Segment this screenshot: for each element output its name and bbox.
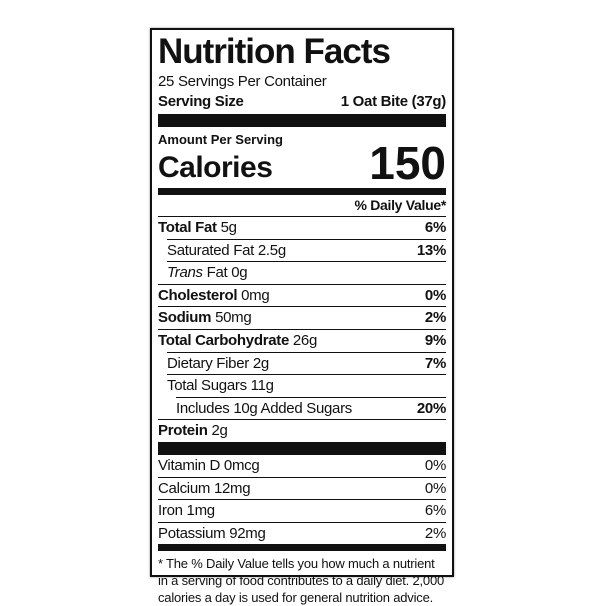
daily-value: 6%	[424, 219, 446, 236]
nutrient-name: Sodium	[158, 309, 212, 327]
serving-size-value: 1 Oat Bite (37g)	[340, 93, 447, 110]
dv-header: % Daily Value*	[158, 195, 446, 216]
nutrient-amount: 2g	[211, 422, 228, 440]
nutrient-row: Vitamin D 0mcg 0%	[158, 455, 446, 477]
nutrient-row: Total Fat 5g 6%	[158, 216, 446, 239]
daily-value: 2%	[424, 309, 446, 327]
nutrient-row: Total Carbohydrate 26g 9%	[158, 328, 446, 352]
nutrient-row: Dietary Fiber 2g 7%	[167, 351, 446, 375]
nutrient: Sodium 50mg	[158, 307, 252, 329]
daily-value: 0%	[424, 479, 446, 497]
divider	[158, 188, 446, 195]
daily-value: 13%	[416, 241, 446, 259]
nutrient: Calcium 12mg	[158, 478, 251, 500]
footnote: * The % Daily Value tells you how much a…	[158, 556, 445, 606]
nutrient-amount: 0mg	[241, 286, 270, 304]
daily-value: 0%	[424, 456, 446, 474]
nutrient-amount: 2g	[252, 354, 269, 372]
nutrient: Iron 1mg	[158, 500, 215, 522]
amount-label: Amount Per Serving	[158, 132, 283, 147]
nutrient-amount: 0mcg	[223, 456, 260, 474]
nutrient-row: Potassium 92mg 2%	[158, 521, 446, 545]
nutrient-name: Dietary Fiber	[167, 354, 249, 372]
divider	[158, 114, 446, 127]
nutrient-name: Potassium	[158, 524, 226, 542]
title: Nutrition Facts	[158, 32, 391, 71]
nutrient-name-italic: Trans	[167, 264, 203, 282]
nutrient-amount: 11g	[250, 377, 274, 395]
daily-value: 6%	[424, 502, 446, 520]
nutrient-row: Calcium 12mg 0%	[158, 476, 446, 500]
calories-label: Calories	[158, 151, 273, 184]
nutrient-row: Total Sugars 11g	[167, 374, 446, 397]
nutrient-amount: 5g	[220, 219, 237, 236]
serving-size-label: Serving Size	[158, 93, 244, 110]
nutrient: Total Fat 5g	[158, 217, 237, 239]
nutrient-amount: 92mg	[229, 524, 266, 542]
nutrient-amount: 12mg	[213, 479, 251, 497]
nutrient: Dietary Fiber 2g	[167, 353, 269, 375]
nutrient-name: Saturated Fat	[167, 241, 254, 259]
nutrient-amount: 50mg	[215, 309, 252, 327]
nutrient-name: Protein	[158, 422, 208, 440]
nutrient: Potassium 92mg	[158, 523, 266, 545]
nutrient-name: Includes 10g Added Sugars	[176, 399, 352, 417]
calories: Calories 150	[158, 140, 446, 186]
daily-value: 0%	[424, 286, 446, 304]
nutrient-name: Total Carbohydrate	[158, 331, 290, 349]
nutrient-row: Includes 10g Added Sugars 20%	[176, 396, 446, 420]
nutrient: Protein 2g	[158, 420, 228, 442]
nutrient: Vitamin D 0mcg	[158, 455, 260, 477]
calories-value: 150	[369, 137, 446, 189]
nutrient: Cholesterol 0mg	[158, 285, 270, 307]
divider	[158, 441, 446, 455]
daily-value: 9%	[424, 331, 446, 349]
nutrient-name: Vitamin D	[158, 456, 221, 474]
nutrient-row: Saturated Fat 2.5g 13%	[167, 238, 446, 262]
nutrient-row: Trans Fat 0g	[167, 261, 446, 284]
nutrient-name: Calcium	[158, 479, 211, 497]
nutrient-amount: 1mg	[186, 502, 216, 520]
nutrient-name: Fat	[206, 264, 228, 282]
nutrient-amount: 26g	[292, 331, 318, 349]
nutrient: Total Carbohydrate 26g	[158, 330, 317, 352]
nutrient-row: Iron 1mg 6%	[158, 499, 446, 522]
nutrient-name: Iron	[158, 502, 183, 520]
nutrient-amount: 2.5g	[257, 241, 286, 259]
servings-text: 25 Servings Per Container	[158, 73, 327, 90]
vitamins: Vitamin D 0mcg 0% Calcium 12mg 0% Iron 1mg 6%…	[158, 455, 446, 544]
nutrient: Saturated Fat 2.5g	[167, 240, 286, 262]
nutrient: Trans Fat 0g	[167, 262, 248, 284]
nutrient: Total Sugars 11g	[167, 375, 274, 397]
nutrient-row: Sodium 50mg 2%	[158, 306, 446, 329]
nutrient-amount: 0g	[231, 264, 248, 282]
divider	[158, 544, 446, 552]
serving-size: Serving Size 1 Oat Bite (37g)	[158, 92, 446, 112]
nutrient-name: Cholesterol	[158, 286, 238, 304]
nutrient-row: Protein 2g	[158, 419, 446, 442]
nutrients: Total Fat 5g 6% Saturated Fat 2.5g 13% Trans…	[158, 216, 446, 442]
dv-header-text: % Daily Value*	[354, 197, 446, 213]
nutrient-row: Cholesterol 0mg 0%	[158, 283, 446, 307]
nutrition-label: Nutrition Facts 25 Servings Per Containe…	[150, 28, 454, 605]
daily-value: 2%	[424, 524, 446, 542]
daily-value: 7%	[424, 354, 446, 372]
daily-value: 20%	[416, 399, 446, 417]
servings: 25 Servings Per Container	[158, 72, 446, 92]
nutrient-name: Total Sugars	[167, 377, 247, 395]
nutrient-name: Total Fat	[158, 219, 217, 236]
nutrient: Includes 10g Added Sugars	[176, 398, 352, 420]
